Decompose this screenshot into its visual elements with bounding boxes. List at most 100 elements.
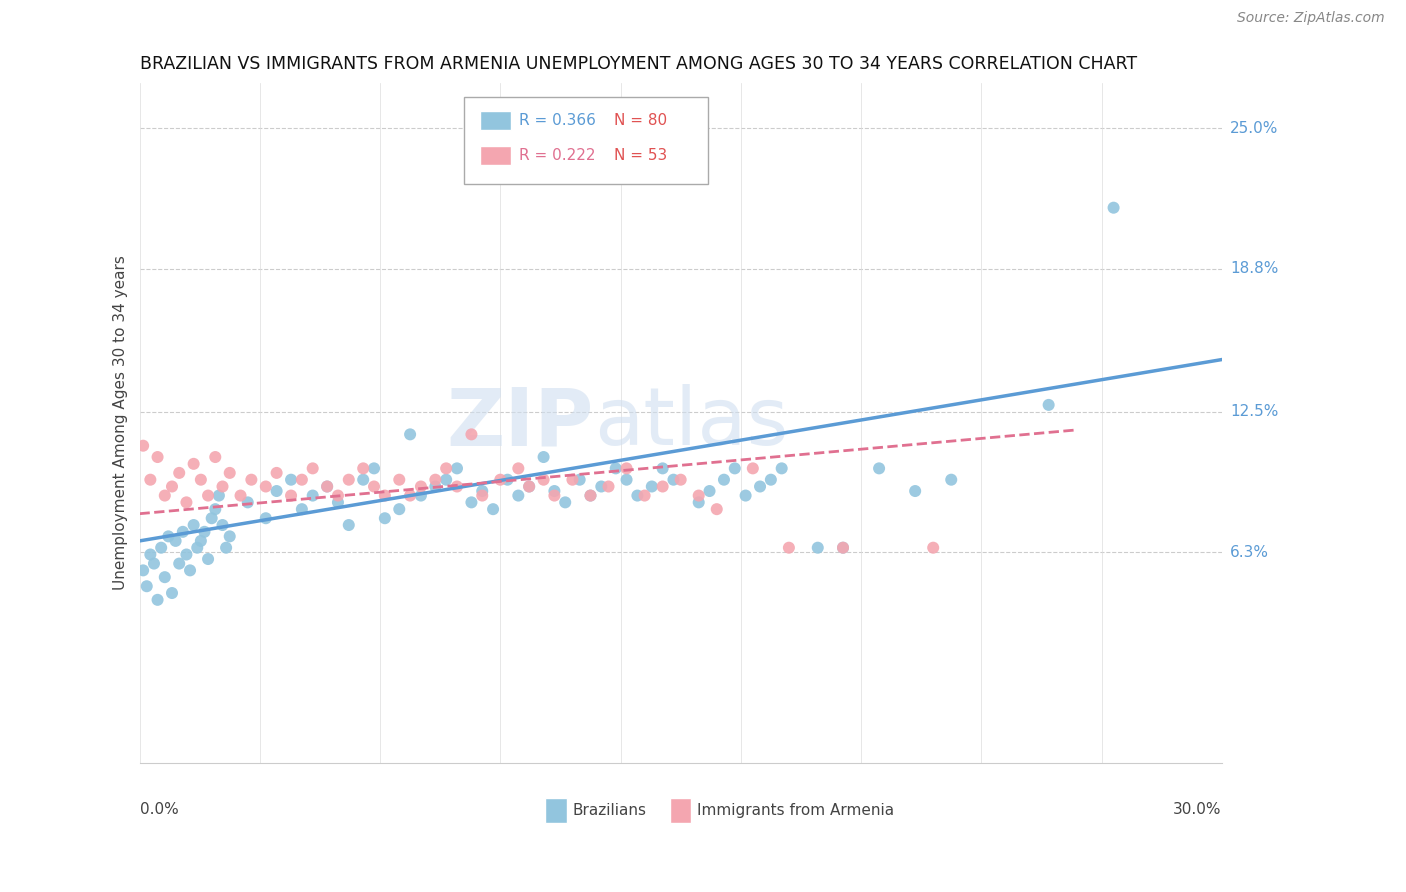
Point — [832, 541, 855, 555]
Point — [352, 461, 374, 475]
Point — [533, 450, 555, 464]
Text: R = 0.366: R = 0.366 — [519, 113, 596, 128]
Point — [598, 479, 620, 493]
Text: Brazilians: Brazilians — [572, 803, 647, 818]
Point — [482, 502, 505, 516]
Point — [143, 557, 166, 571]
Point — [183, 518, 205, 533]
Point — [749, 479, 772, 493]
Point — [266, 483, 288, 498]
Text: N = 53: N = 53 — [613, 148, 666, 163]
Point — [706, 502, 728, 516]
Point — [291, 502, 314, 516]
Point — [807, 541, 830, 555]
Point — [409, 489, 432, 503]
Point — [236, 495, 259, 509]
Text: R = 0.222: R = 0.222 — [519, 148, 596, 163]
Point — [176, 548, 198, 562]
Point — [363, 461, 385, 475]
Point — [471, 483, 494, 498]
Text: 0.0%: 0.0% — [139, 802, 179, 817]
Text: Source: ZipAtlas.com: Source: ZipAtlas.com — [1237, 11, 1385, 25]
Point — [157, 529, 180, 543]
Point — [460, 427, 482, 442]
Point — [172, 524, 194, 539]
Point — [561, 473, 583, 487]
Point — [204, 450, 226, 464]
Point — [591, 479, 613, 493]
Point — [554, 495, 576, 509]
Text: BRAZILIAN VS IMMIGRANTS FROM ARMENIA UNEMPLOYMENT AMONG AGES 30 TO 34 YEARS CORR: BRAZILIAN VS IMMIGRANTS FROM ARMENIA UNE… — [139, 55, 1136, 73]
Point — [352, 473, 374, 487]
Point — [337, 473, 360, 487]
Point — [211, 479, 233, 493]
Point — [337, 518, 360, 533]
Point — [291, 473, 314, 487]
Point — [146, 450, 169, 464]
Point — [167, 557, 190, 571]
Point — [388, 473, 411, 487]
Point — [316, 479, 339, 493]
Point — [605, 461, 627, 475]
Point — [316, 479, 339, 493]
Point — [662, 473, 685, 487]
Text: 30.0%: 30.0% — [1174, 802, 1222, 817]
Point — [508, 461, 530, 475]
Point — [399, 489, 422, 503]
Point — [409, 479, 432, 493]
Point — [633, 489, 655, 503]
Point — [326, 489, 349, 503]
Point — [533, 473, 555, 487]
Text: 25.0%: 25.0% — [1230, 120, 1278, 136]
Bar — [481, 111, 510, 130]
Point — [280, 489, 302, 503]
Point — [326, 495, 349, 509]
Point — [626, 489, 648, 503]
Text: Immigrants from Armenia: Immigrants from Armenia — [697, 803, 894, 818]
Point — [434, 473, 457, 487]
Point — [425, 473, 447, 487]
Point — [616, 473, 638, 487]
Point — [688, 489, 710, 503]
Point — [254, 479, 277, 493]
Point — [734, 489, 756, 503]
Point — [132, 563, 155, 577]
Point — [641, 479, 664, 493]
Point — [517, 479, 540, 493]
Point — [460, 495, 482, 509]
Point — [741, 461, 763, 475]
Point — [489, 473, 512, 487]
Point — [150, 541, 173, 555]
Point — [160, 479, 183, 493]
Point — [778, 541, 800, 555]
Point — [280, 473, 302, 487]
Point — [374, 489, 396, 503]
Point — [186, 541, 208, 555]
Point — [176, 495, 198, 509]
Point — [508, 489, 530, 503]
Point — [669, 473, 692, 487]
Point — [190, 533, 212, 548]
Text: atlas: atlas — [595, 384, 789, 462]
Point — [179, 563, 201, 577]
Point — [399, 427, 422, 442]
Text: 6.3%: 6.3% — [1230, 545, 1270, 560]
Y-axis label: Unemployment Among Ages 30 to 34 years: Unemployment Among Ages 30 to 34 years — [114, 256, 128, 591]
Bar — [481, 146, 510, 165]
Bar — [546, 798, 567, 823]
Point — [568, 473, 591, 487]
Point — [218, 466, 240, 480]
Point — [266, 466, 288, 480]
Point — [724, 461, 747, 475]
Point — [160, 586, 183, 600]
Point — [301, 489, 323, 503]
Point — [517, 479, 540, 493]
Point — [165, 533, 187, 548]
Point — [135, 579, 157, 593]
Point — [543, 489, 565, 503]
Point — [770, 461, 793, 475]
Point — [446, 461, 468, 475]
Point — [446, 479, 468, 493]
Bar — [669, 798, 692, 823]
Point — [651, 479, 673, 493]
